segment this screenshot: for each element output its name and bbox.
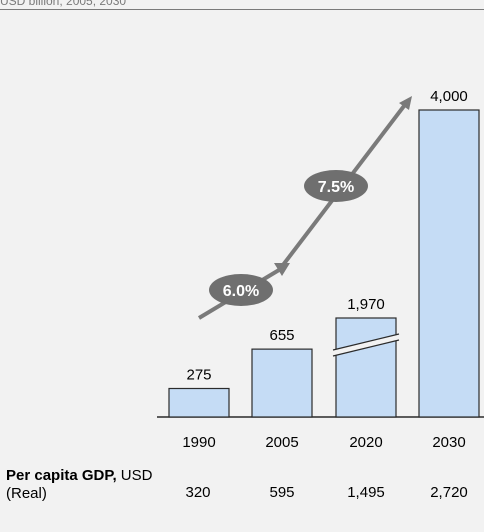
category-label: 1990 (182, 434, 215, 451)
bar-break-line (332, 333, 400, 351)
growth-rate-label: 7.5% (318, 179, 354, 196)
bar-value-label: 655 (269, 327, 294, 344)
bar-1990 (168, 387, 230, 418)
bar-2005 (251, 348, 313, 418)
header-divider (0, 9, 484, 10)
chart-subtitle: USD billion, 2005, 2030 (0, 0, 127, 8)
bar-2020 (335, 317, 397, 418)
bar-value-label: 275 (186, 367, 211, 384)
per-capita-value: 1,495 (347, 484, 385, 501)
growth-rate-badge (304, 170, 368, 202)
per-capita-value: 320 (185, 484, 211, 501)
per-capita-label-unit: USD (120, 467, 153, 484)
growth-arrowhead-1 (274, 263, 290, 276)
bar-value-label: 1,970 (347, 296, 385, 313)
bar-value-label: 4,000 (430, 88, 468, 105)
category-label: 2020 (349, 434, 382, 451)
category-label: 2030 (432, 434, 465, 451)
bar-break-line (332, 339, 400, 357)
per-capita-label-bold: Per capita GDP, (6, 467, 117, 484)
per-capita-value: 2,720 (430, 484, 468, 501)
bar-break-gap (333, 334, 399, 356)
per-capita-value: 595 (269, 484, 295, 501)
bar-2030 (418, 109, 480, 418)
per-capita-label-note: (Real) (6, 485, 47, 502)
category-label: 2005 (265, 434, 298, 451)
growth-arrowhead-2 (399, 96, 412, 110)
per-capita-row-label: Per capita GDP, USD (Real) (6, 467, 152, 503)
growth-rate-label: 6.0% (223, 283, 259, 300)
gdp-bar-chart: 275 1990 655 2005 1,970 2020 4,000 2030 6.0% 7.5% (157, 88, 484, 451)
growth-rate-badge (209, 274, 273, 306)
